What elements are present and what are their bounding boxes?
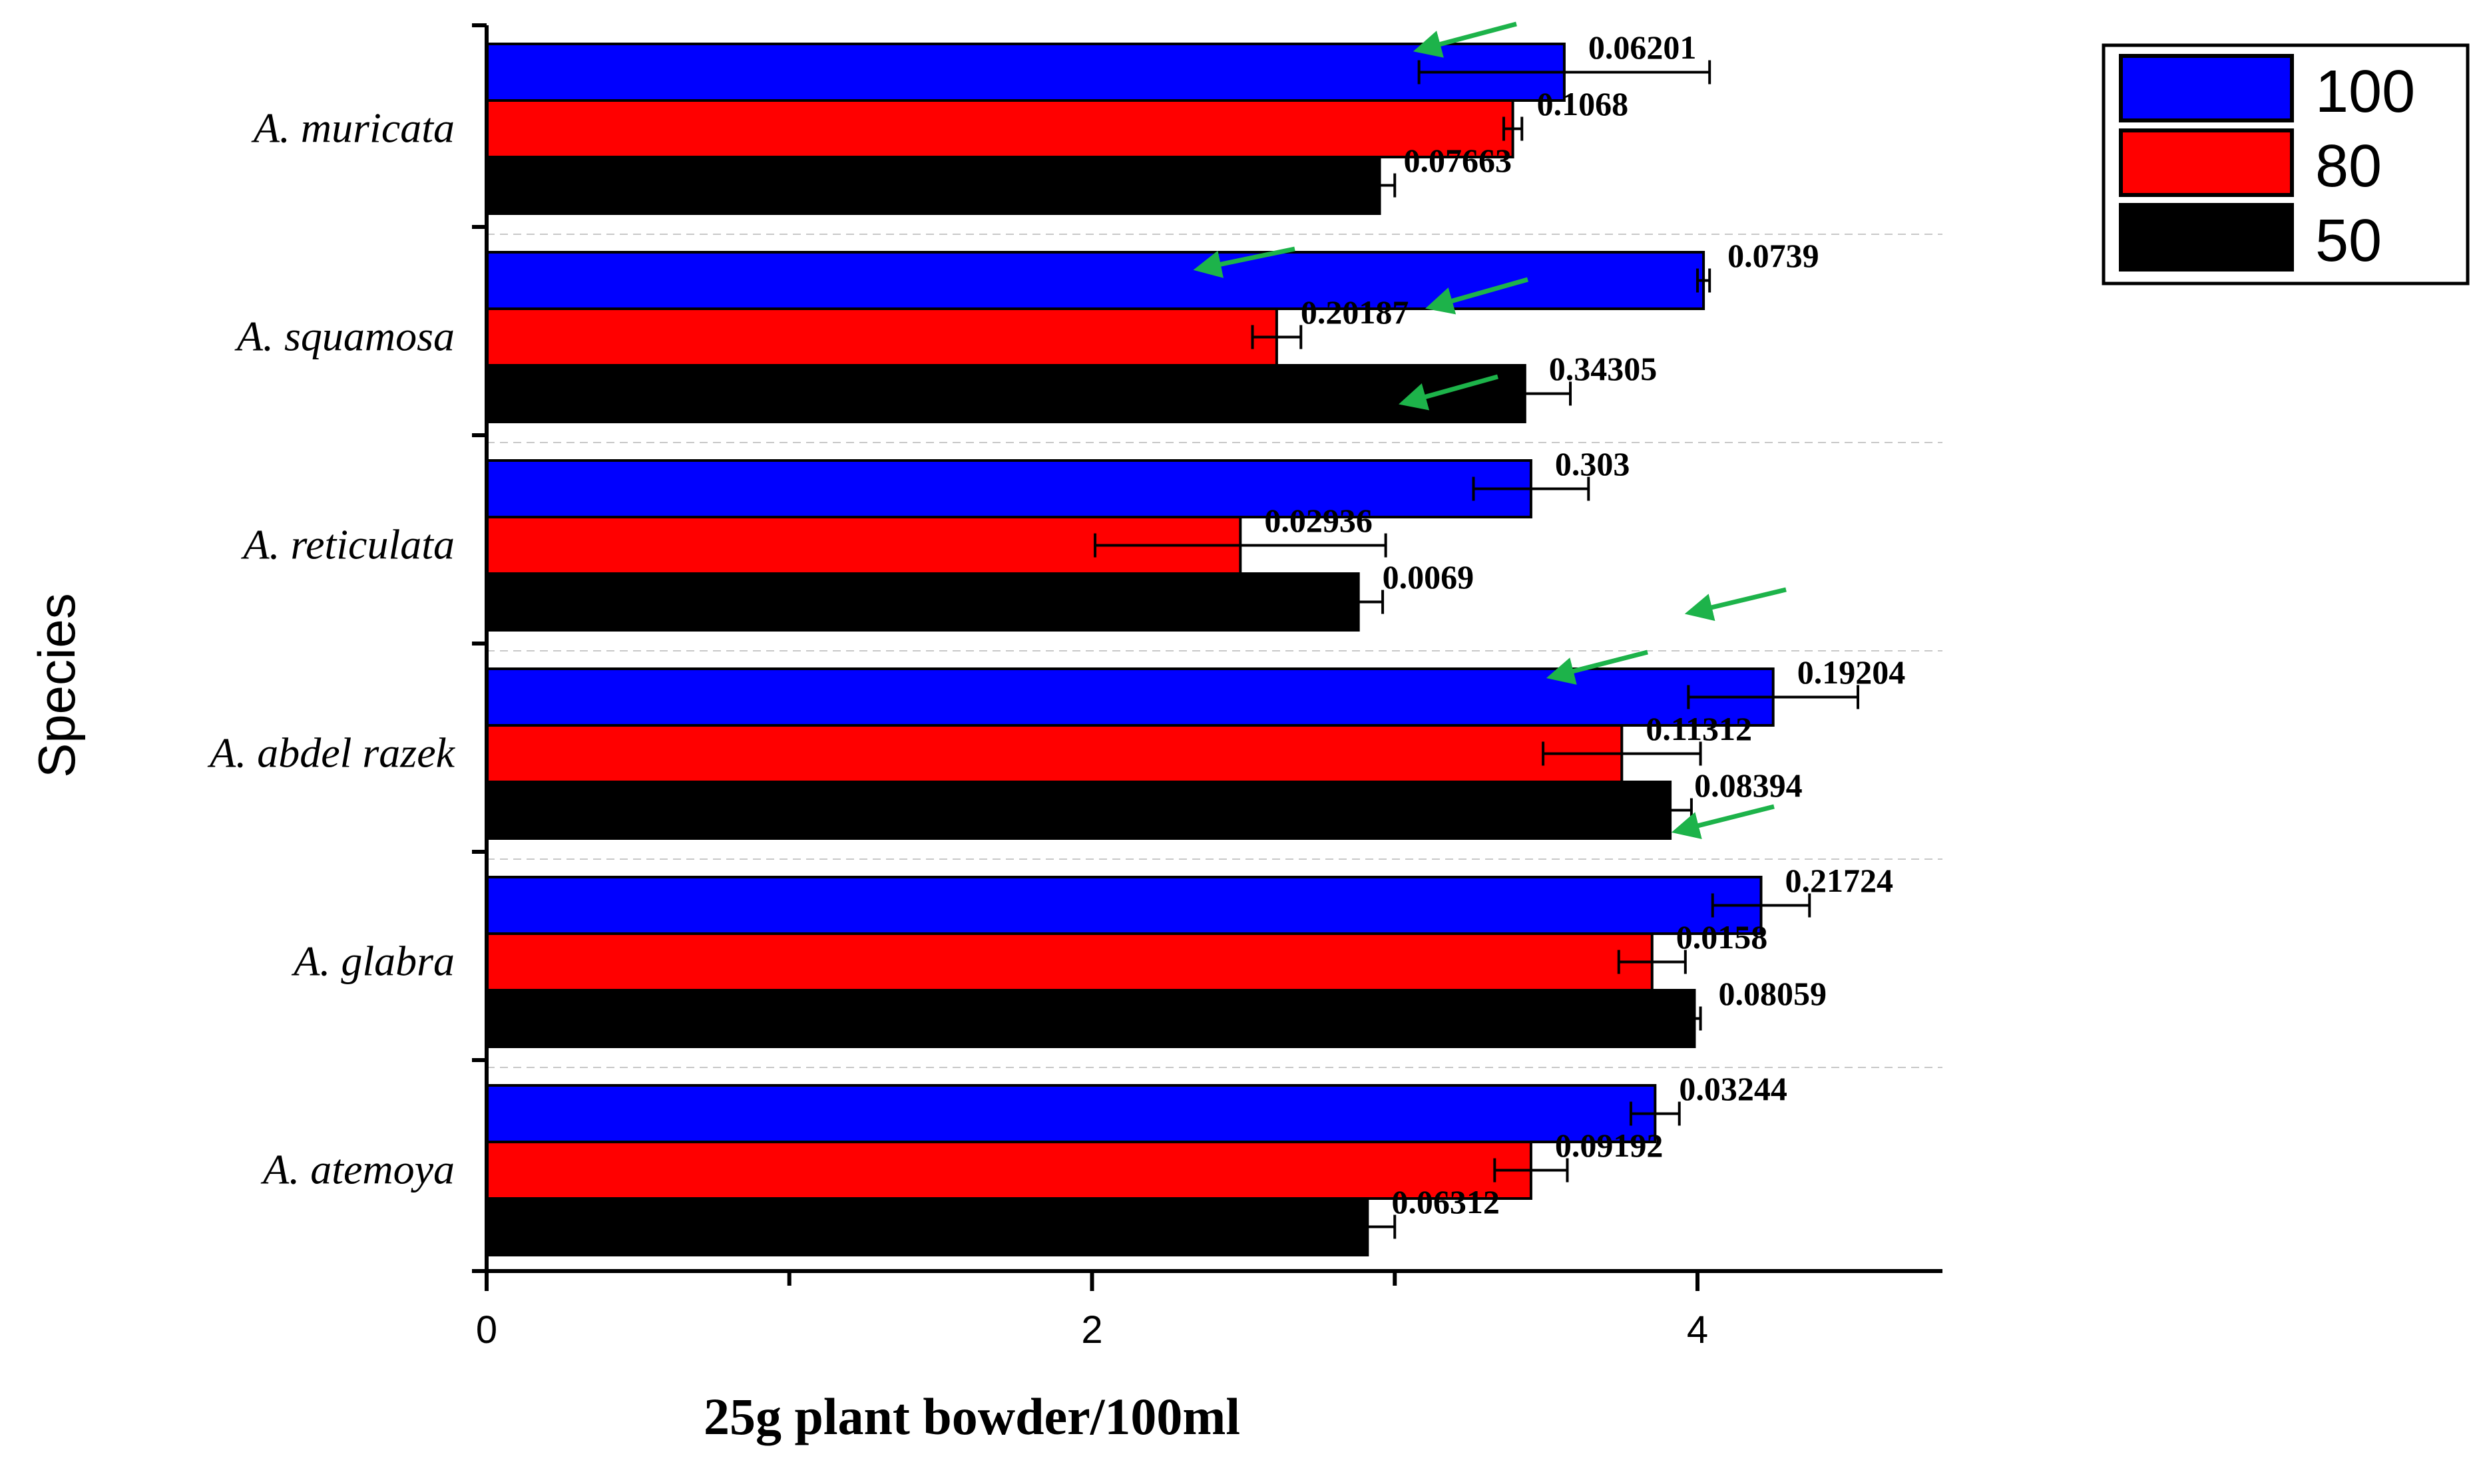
data-labels-group: 0.06201 0.1068 0.07663 0.0739 0.20187 0.34305…	[1264, 29, 1905, 1220]
error-bar-a-glabra-80	[1617, 950, 1687, 974]
error-bar-a-glabra-50	[1687, 1006, 1702, 1031]
error-bar-a-glabra-100	[1711, 893, 1811, 918]
x-axis-title: 25g plant bowder/100ml	[704, 1388, 1240, 1445]
data-label-a-squamosa-50: 0.34305	[1549, 350, 1658, 387]
bar-a-abdel-razek-100	[485, 667, 1775, 727]
bar-a-atemoya-80	[485, 1141, 1532, 1200]
data-label-a-muricata-100: 0.06201	[1588, 29, 1697, 66]
annotation-arrow	[1193, 246, 1295, 278]
error-bars-group	[1094, 60, 1860, 1239]
error-bar-a-squamosa-50	[1478, 381, 1572, 406]
error-bar-a-muricata-80	[1502, 116, 1524, 141]
x-tick-label: 4	[1687, 1308, 1708, 1352]
bar-a-reticulata-100	[485, 459, 1532, 518]
legend-swatch-80	[2119, 128, 2294, 197]
error-bar-a-reticulata-50	[1333, 590, 1385, 614]
bar-a-glabra-80	[485, 932, 1654, 992]
legend-swatch-100	[2119, 54, 2294, 122]
annotation-arrow	[1684, 587, 1787, 622]
bar-a-glabra-50	[485, 989, 1696, 1048]
data-label-a-squamosa-80: 0.20187	[1301, 293, 1409, 331]
category-label-a-atemoya: A. atemoya	[260, 1146, 455, 1193]
category-labels-group: A. muricata A. squamosa A. reticulata A. ab…	[207, 104, 456, 1193]
category-separators	[487, 234, 1942, 1068]
bar-a-squamosa-100	[485, 251, 1705, 310]
data-label-a-glabra-50: 0.08059	[1718, 975, 1827, 1012]
error-bar-a-muricata-100	[1417, 60, 1711, 85]
bar-a-atemoya-50	[485, 1197, 1369, 1256]
error-bar-a-muricata-50	[1363, 173, 1397, 198]
category-label-a-reticulata: A. reticulata	[240, 521, 455, 568]
error-bar-a-reticulata-80	[1094, 533, 1387, 558]
data-label-a-muricata-50: 0.07663	[1404, 142, 1512, 179]
error-bar-a-atemoya-50	[1339, 1214, 1397, 1239]
annotation-arrow	[1425, 277, 1528, 315]
bar-a-muricata-80	[485, 99, 1514, 158]
bar-a-muricata-100	[485, 43, 1566, 102]
error-bar-a-atemoya-80	[1493, 1158, 1569, 1183]
data-label-a-reticulata-80: 0.02936	[1264, 502, 1373, 539]
annotation-arrow	[1546, 649, 1648, 685]
bar-a-abdel-razek-80	[485, 724, 1624, 783]
data-label-a-reticulata-100: 0.303	[1555, 445, 1630, 482]
error-bar-a-abdel-razek-100	[1687, 685, 1860, 709]
bar-a-squamosa-80	[485, 307, 1278, 367]
annotation-arrow	[1671, 804, 1775, 839]
x-tick-label: 0	[476, 1308, 497, 1352]
annotation-arrow	[1413, 21, 1517, 58]
legend-swatch-50	[2119, 203, 2294, 272]
error-bar-a-atemoya-100	[1629, 1101, 1681, 1126]
annotation-arrows-group	[1193, 21, 1787, 839]
data-label-a-atemoya-50: 0.06312	[1391, 1183, 1500, 1220]
bars-group	[485, 43, 1775, 1256]
legend: 100 80 50	[2102, 43, 2470, 285]
legend-label-50: 50	[2315, 208, 2382, 274]
annotation-arrow	[1399, 374, 1498, 411]
data-label-a-muricata-80: 0.1068	[1537, 85, 1629, 122]
data-label-a-reticulata-50: 0.0069	[1383, 558, 1474, 596]
bar-a-squamosa-50	[485, 364, 1526, 423]
legend-label-100: 100	[2315, 59, 2415, 125]
data-label-a-atemoya-100: 0.03244	[1679, 1070, 1787, 1107]
y-axis-title: Species	[27, 593, 86, 778]
data-label-a-abdel-razek-50: 0.08394	[1694, 767, 1803, 804]
error-bar-a-squamosa-80	[1251, 325, 1303, 349]
data-label-a-abdel-razek-80: 0.11312	[1646, 710, 1752, 747]
category-label-a-squamosa: A. squamosa	[234, 313, 455, 360]
data-label-a-glabra-80: 0.0158	[1676, 918, 1768, 956]
bar-a-abdel-razek-50	[485, 781, 1672, 840]
axes-group: 0 2 4	[472, 23, 1942, 1352]
error-bar-a-reticulata-100	[1472, 476, 1590, 501]
category-label-a-abdel-razek: A. abdel razek	[207, 729, 456, 777]
error-bar-a-squamosa-100	[1696, 268, 1711, 293]
bar-a-reticulata-50	[485, 572, 1360, 632]
data-label-a-squamosa-100: 0.0739	[1727, 237, 1819, 274]
bar-a-muricata-50	[485, 156, 1381, 215]
bar-a-glabra-100	[485, 876, 1763, 935]
category-label-a-glabra: A. glabra	[291, 938, 455, 985]
x-tick-label: 2	[1081, 1308, 1102, 1352]
data-label-a-abdel-razek-100: 0.19204	[1797, 653, 1906, 691]
data-label-a-atemoya-80: 0.09192	[1555, 1127, 1664, 1164]
error-bar-a-abdel-razek-80	[1542, 741, 1702, 766]
legend-label-80: 80	[2315, 133, 2382, 200]
bar-a-atemoya-100	[485, 1084, 1657, 1143]
data-label-a-glabra-100: 0.21724	[1785, 862, 1893, 899]
category-label-a-muricata: A. muricata	[251, 104, 455, 152]
